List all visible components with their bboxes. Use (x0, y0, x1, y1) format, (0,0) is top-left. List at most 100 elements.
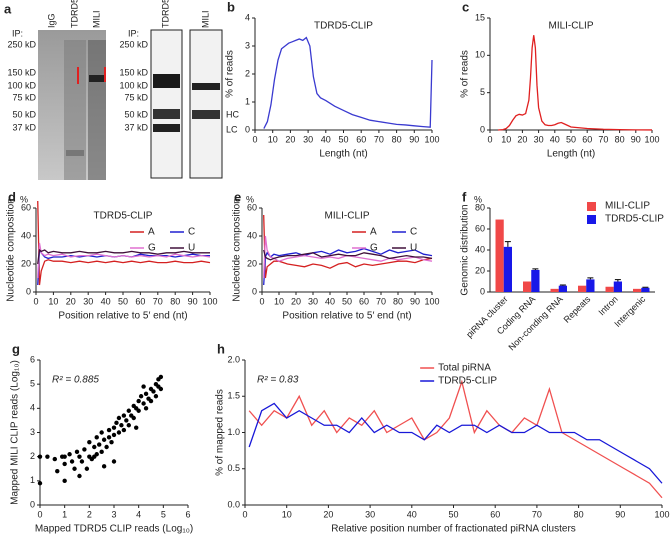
x-tick-label: 20 (66, 296, 76, 306)
x-tick-label: 0 (242, 509, 247, 519)
y-tick-label: 0.5 (227, 463, 240, 473)
scatter-point (84, 466, 90, 471)
panel-label: g (12, 341, 20, 356)
legend-swatch (587, 215, 596, 224)
gel-band (192, 83, 220, 90)
scatter-point (151, 389, 156, 394)
y-tick-label: 60 (21, 202, 31, 212)
x-tick-label: 70 (153, 296, 163, 306)
gel-band (153, 74, 180, 88)
x-tick-label: 40 (407, 509, 417, 519)
x-tick-label: 10 (274, 296, 284, 306)
y-tick-label: 2 (30, 451, 35, 461)
y-tick-label: 2 (245, 68, 250, 78)
panel-label: f (462, 189, 467, 204)
bar (641, 287, 650, 292)
y-tick-label: 40 (21, 230, 31, 240)
x-tick-label: 20 (517, 134, 527, 144)
y-unit: % (474, 194, 482, 204)
lane-label: TDRD5 (160, 0, 170, 28)
bar (605, 286, 614, 292)
bar (613, 281, 622, 292)
x-tick-label: 40 (550, 134, 560, 144)
scatter-point (109, 439, 114, 445)
x-axis-label: Mapped TDRD5 CLIP reads (Log₁₀) (35, 524, 193, 535)
x-tick-label: 60 (356, 134, 366, 144)
scatter-point (92, 454, 97, 459)
legend-label: C (188, 227, 195, 238)
marker-label: 150 kD (7, 67, 36, 77)
marker-bar (77, 67, 79, 84)
legend-swatch (587, 202, 596, 211)
scatter-point (121, 413, 127, 418)
panel-label: d (8, 189, 16, 204)
x-axis-label: Length (nt) (547, 149, 595, 160)
ip-label: IP: (12, 28, 23, 38)
gel-image (150, 29, 183, 179)
bar (633, 288, 642, 292)
chart-title: MILI-CLIP (324, 211, 369, 222)
x-tick-label: Repeats (562, 294, 593, 325)
data-line (37, 248, 210, 265)
legend-label: TDRD5-CLIP (605, 214, 664, 225)
x-tick-label: 20 (285, 134, 295, 144)
y-tick-label: 3 (245, 40, 250, 50)
bar (550, 288, 559, 292)
panel-label: b (227, 0, 235, 14)
bar (578, 285, 587, 292)
x-tick-label: 60 (490, 509, 500, 519)
gel-image (189, 29, 223, 179)
scatter-point (158, 386, 164, 392)
panel-label: e (234, 189, 241, 204)
scatter-point (62, 478, 67, 484)
panel-label: c (462, 0, 469, 14)
x-tick-label: 90 (409, 134, 419, 144)
y-axis-label: % of reads (225, 50, 236, 98)
scatter-point (111, 459, 117, 464)
scatter-point (148, 398, 154, 404)
bar (503, 246, 512, 292)
x-axis-label: Length (nt) (319, 149, 367, 160)
y-tick-label: 20 (475, 265, 485, 275)
x-tick-label: 80 (574, 509, 584, 519)
scatter-point (55, 468, 60, 474)
marker-label: 150 kD (119, 67, 148, 77)
scatter-point (126, 423, 131, 428)
y-axis-label: Genomic distribution (460, 204, 471, 295)
scatter-point (124, 418, 129, 423)
y-tick-label: 4 (30, 403, 35, 413)
legend-label: U (188, 243, 195, 254)
x-tick-label: 100 (654, 509, 669, 519)
scatter-point (158, 374, 164, 380)
error-bar (559, 284, 566, 286)
x-tick-label: 60 (582, 134, 592, 144)
marker-label: 50 kD (12, 109, 36, 119)
x-tick-label: 100 (424, 134, 439, 144)
x-tick-label: 50 (342, 296, 352, 306)
data-line (263, 214, 433, 279)
scatter-point (97, 442, 102, 447)
scatter-point (94, 435, 99, 440)
marker-label: 250 kD (7, 39, 36, 49)
marker-label: 100 kD (7, 80, 36, 90)
x-tick-label: Intron (596, 294, 619, 317)
scatter-point (106, 435, 112, 440)
gel-band (153, 124, 180, 132)
gel-band (89, 75, 105, 82)
y-axis-label: Mapped MILI CLIP reads (Log₁₀) (10, 360, 21, 505)
scatter-point (37, 454, 43, 459)
data-line (498, 35, 653, 131)
scatter-point (101, 437, 107, 442)
gel-band (66, 150, 84, 156)
x-axis-label: Relative position number of fractionated… (331, 524, 576, 535)
y-axis-label: Nucleotide composition (6, 198, 17, 301)
scatter-point (141, 401, 146, 406)
scatter-point (153, 394, 159, 399)
x-tick-label: 60 (359, 296, 369, 306)
x-tick-label: 30 (308, 296, 318, 306)
x-tick-label: 90 (615, 509, 625, 519)
error-bar (504, 241, 511, 247)
scatter-point (138, 394, 144, 399)
marker-bar (104, 67, 106, 82)
marker-label: 37 kD (124, 122, 148, 132)
